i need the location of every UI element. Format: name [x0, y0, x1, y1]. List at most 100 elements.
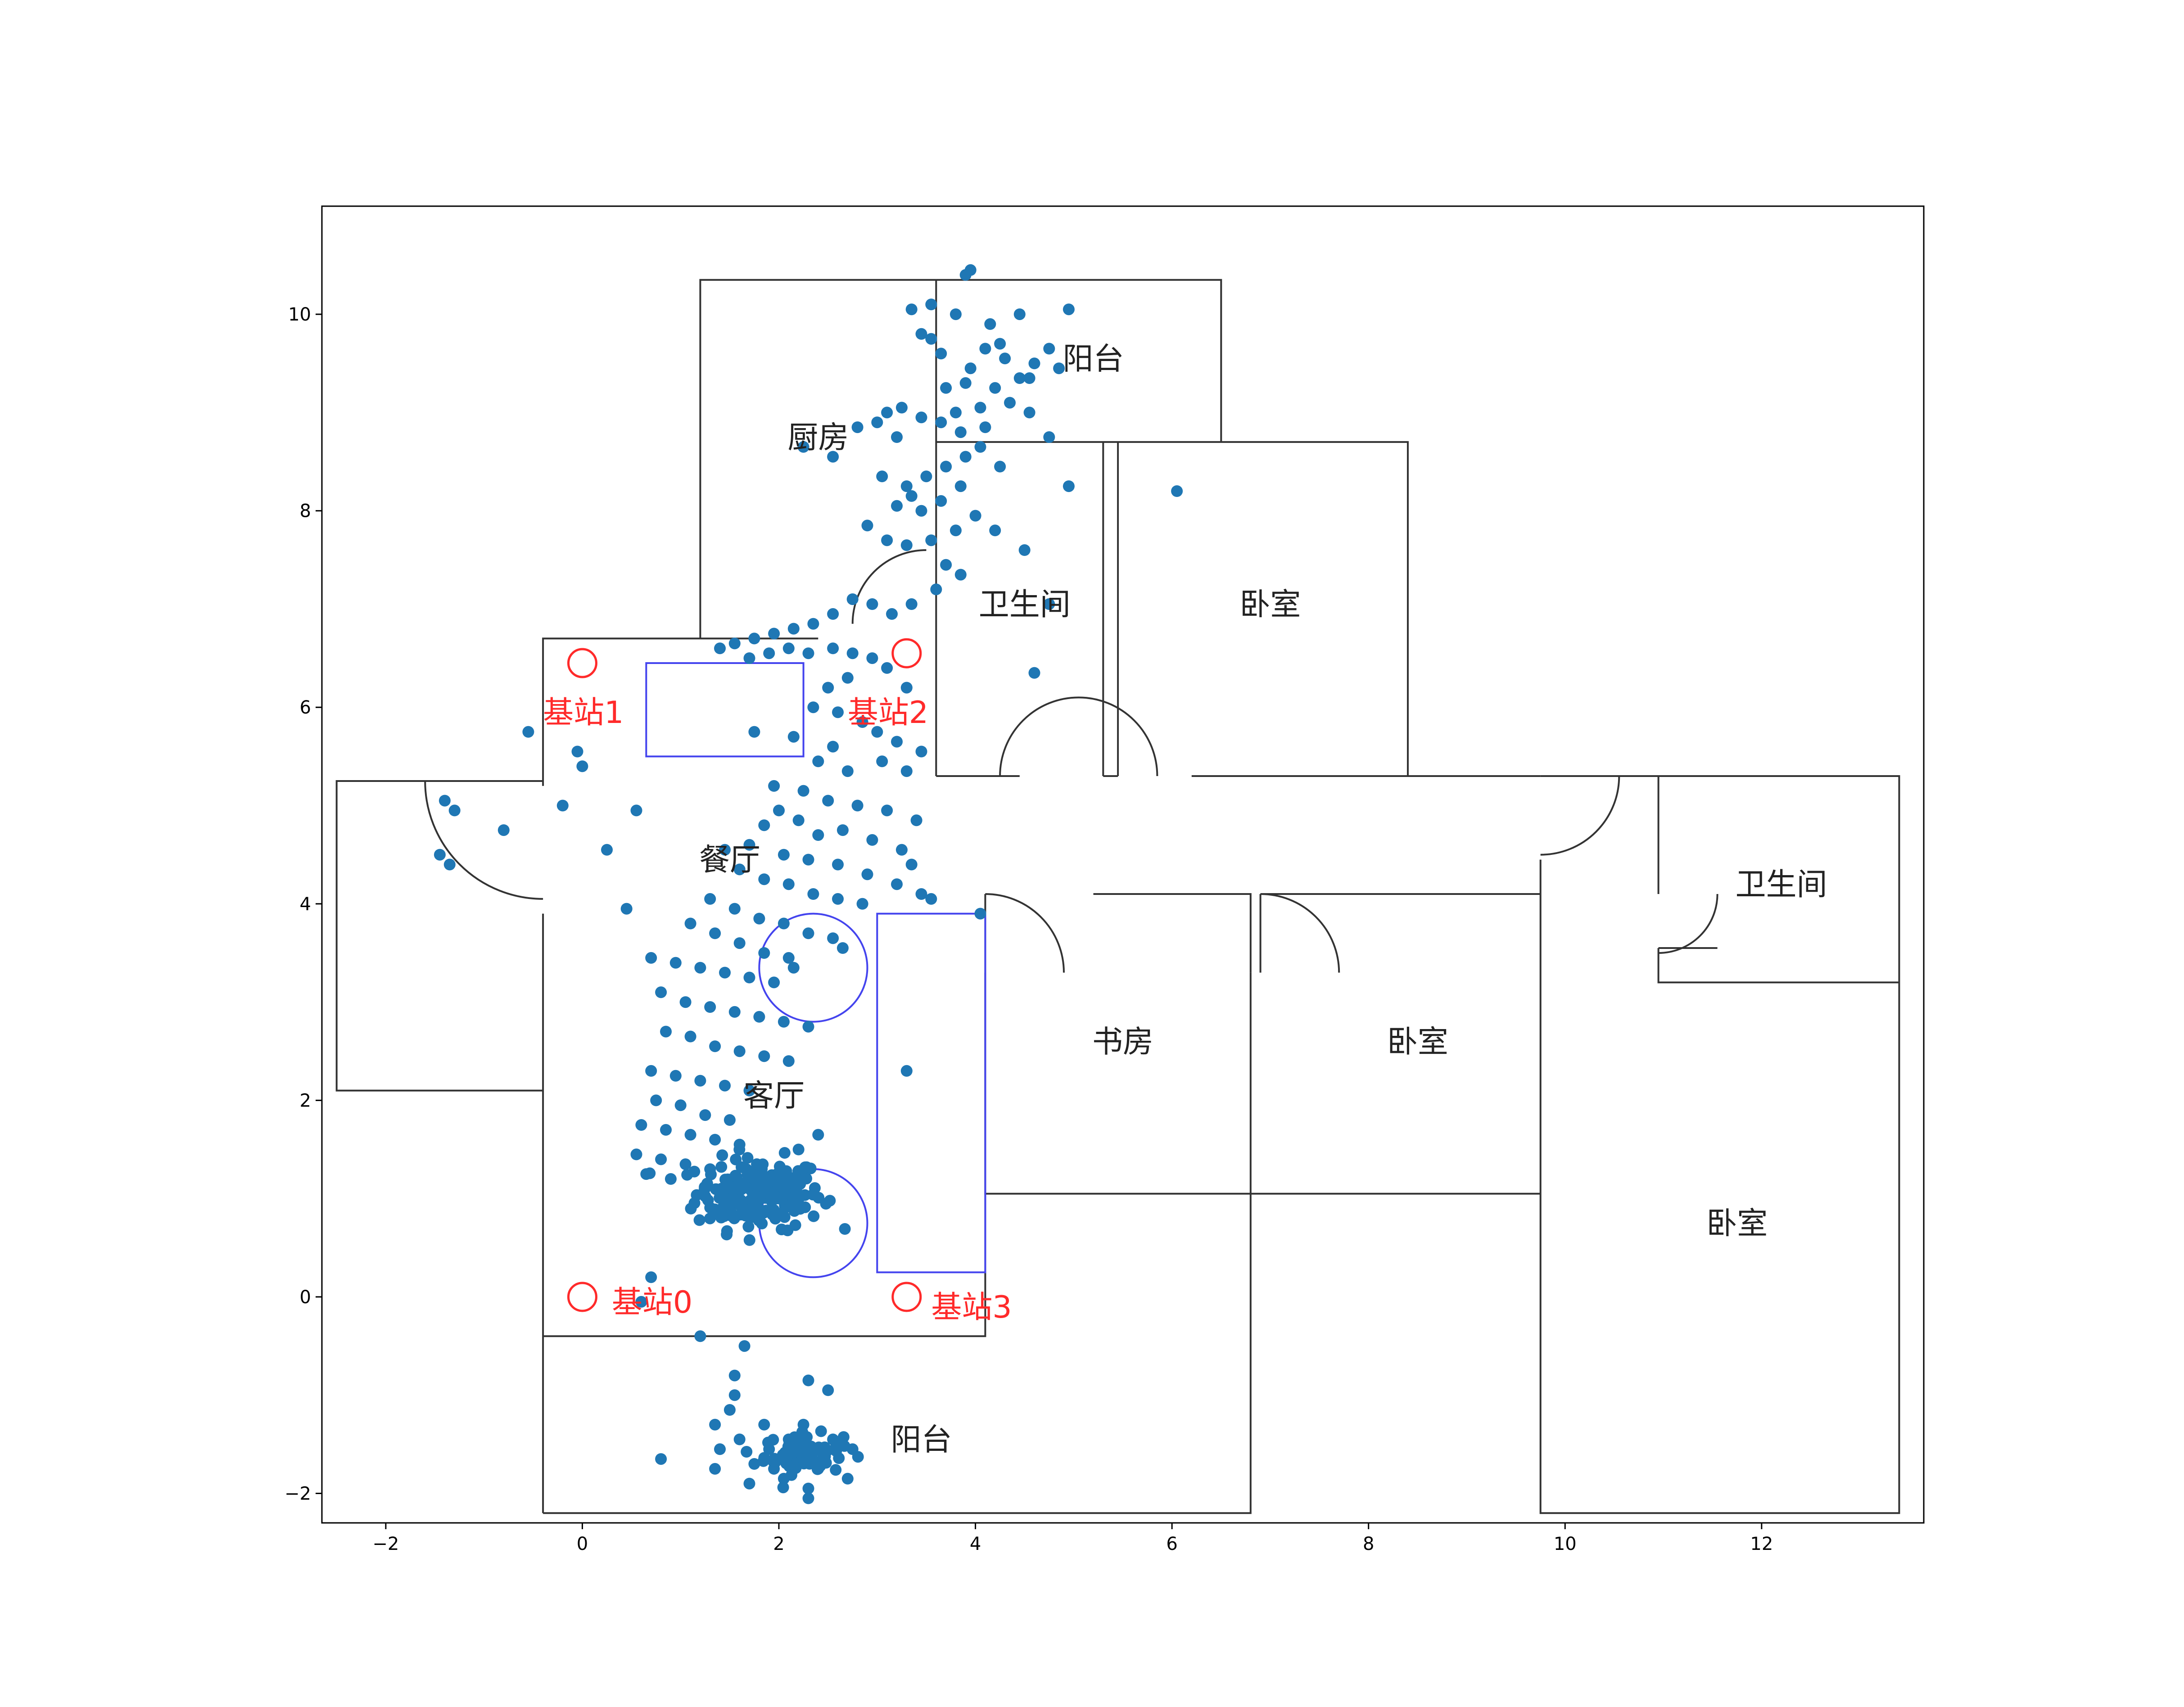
door-arc-0	[851, 549, 927, 624]
scatter-point	[954, 480, 967, 492]
room-label: 卫生间	[979, 587, 1071, 623]
room-label: 餐厅	[699, 843, 760, 878]
scatter-point	[782, 642, 795, 655]
scatter-point	[728, 1369, 741, 1382]
scatter-point	[787, 962, 800, 974]
scatter-point	[645, 1065, 657, 1077]
scatter-point	[900, 1065, 913, 1077]
scatter-point	[684, 1030, 696, 1043]
scatter-point	[920, 470, 932, 483]
scatter-point	[808, 1210, 820, 1222]
scatter-point	[748, 726, 760, 738]
scatter-point	[974, 908, 986, 920]
scatter-point	[645, 1271, 657, 1283]
x-tick-label: 10	[1554, 1534, 1577, 1554]
scatter-point	[738, 1340, 751, 1352]
y-tick-label: 10	[288, 304, 311, 325]
scatter-point	[709, 1133, 721, 1146]
scatter-point	[1013, 308, 1026, 321]
scatter-point	[881, 804, 893, 817]
scatter-point	[891, 431, 903, 443]
scatter-point	[522, 726, 534, 738]
wall-20	[1657, 948, 1899, 984]
scatter-point	[699, 1181, 711, 1193]
scatter-point	[783, 1437, 796, 1449]
scatter-point	[571, 745, 583, 758]
scatter-point	[777, 1481, 789, 1494]
room-label: 阳台	[1063, 341, 1124, 377]
scatter-point	[497, 824, 510, 836]
scatter-point	[719, 1079, 731, 1092]
scatter-point	[876, 755, 888, 768]
scatter-point	[753, 1011, 765, 1023]
scatter-point	[655, 1453, 667, 1465]
door-arc-3	[985, 893, 1065, 973]
base-station-label-1: 基站1	[543, 695, 624, 731]
scatter-point	[655, 1153, 667, 1165]
scatter-point	[915, 505, 927, 517]
scatter-point	[802, 647, 814, 659]
scatter-point	[807, 1188, 819, 1201]
scatter-point	[743, 652, 755, 664]
scatter-point	[768, 780, 780, 792]
scatter-point	[728, 903, 741, 915]
scatter-point	[743, 1477, 755, 1490]
scatter-point	[758, 947, 770, 959]
scatter-point	[832, 858, 844, 871]
scatter-point	[802, 1482, 814, 1495]
scatter-point	[822, 682, 834, 694]
wall-4	[335, 780, 543, 1092]
scatter-point	[758, 873, 770, 885]
scatter-point	[746, 1211, 759, 1223]
scatter-point	[576, 760, 588, 772]
scatter-point	[881, 406, 893, 419]
scatter-point	[733, 1143, 746, 1156]
scatter-point	[714, 1443, 726, 1455]
scatter-point	[915, 888, 927, 900]
room-label: 卧室	[1706, 1206, 1768, 1242]
scatter-point	[959, 377, 972, 389]
scatter-point	[650, 1094, 662, 1106]
scatter-point	[645, 952, 657, 964]
scatter-point	[734, 1177, 746, 1189]
scatter-point	[630, 804, 642, 817]
scatter-point	[753, 1191, 765, 1203]
scatter-point	[782, 952, 795, 964]
scatter-point	[728, 1389, 741, 1401]
base-stations-layer: 基站0 基站1 基站2 基站3	[543, 638, 1012, 1325]
scatter-point	[910, 814, 922, 826]
scatter-point	[763, 647, 775, 659]
scatter-point	[994, 338, 1006, 350]
scatter-point	[827, 741, 839, 753]
scatter-point	[802, 1021, 814, 1033]
scatter-point	[721, 1228, 733, 1241]
scatter-point	[915, 411, 927, 424]
scatter-point	[748, 632, 760, 645]
y-tick-label: 2	[300, 1090, 311, 1111]
scatter-point	[895, 844, 908, 856]
scatter-point	[822, 795, 834, 807]
scatter-point	[710, 1206, 722, 1218]
scatter-point	[1023, 372, 1035, 384]
y-tick-label: −2	[285, 1484, 311, 1504]
scatter-point	[439, 795, 451, 807]
scatter-point	[685, 1202, 697, 1215]
scatter-point	[767, 1434, 779, 1446]
scatter-point	[709, 1418, 721, 1431]
room-label: 卫生间	[1735, 867, 1827, 903]
scatter-point	[940, 559, 952, 571]
y-tick-label: 0	[300, 1287, 311, 1308]
axes-layer: −2 0 2 4 6 8 10 12 −2 0 2 4 6 8 10	[285, 304, 1773, 1554]
wall-18	[1539, 775, 1900, 1514]
door-arc-4	[1260, 893, 1340, 973]
scatter-point	[861, 868, 873, 881]
scatter-point	[782, 1055, 795, 1067]
scatter-point	[768, 628, 780, 640]
x-tick-label: 2	[773, 1534, 784, 1554]
room-label: 阳台	[891, 1422, 952, 1458]
y-tick-label: 6	[300, 697, 311, 718]
scatter-point	[723, 1404, 736, 1416]
scatter-point	[940, 461, 952, 473]
scatter-point	[802, 1452, 814, 1464]
scatter-point	[837, 824, 849, 836]
